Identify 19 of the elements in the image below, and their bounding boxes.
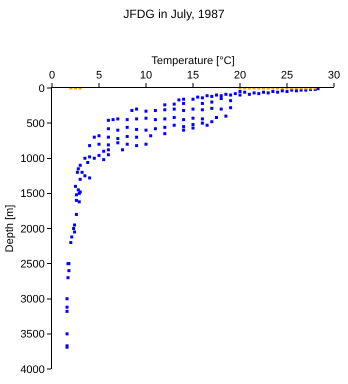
x-axis-title: Temperature [°C]: [151, 55, 235, 68]
x-tick-label: 0: [48, 70, 56, 82]
y-tick-label: 1500: [20, 188, 45, 200]
x-tick-label: 15: [186, 70, 200, 82]
y-tick-label: 1000: [20, 153, 45, 166]
y-tick-label: 0: [38, 82, 45, 95]
chart-title: JFDG in July, 1987: [123, 7, 225, 21]
x-tick-label: 30: [328, 70, 340, 82]
y-tick-label: 2500: [20, 258, 45, 270]
x-tick-label: 25: [280, 70, 294, 82]
y-axis-title: Depth [m]: [4, 204, 16, 252]
y-tick-label: 3500: [20, 328, 45, 341]
x-tick-label: 5: [96, 70, 102, 82]
y-tick-label: 500: [26, 118, 45, 130]
y-tick-label: 3000: [20, 294, 45, 306]
x-tick-label: 10: [140, 70, 152, 82]
y-tick-label: 2000: [20, 223, 45, 236]
x-tick-label: 20: [234, 70, 246, 82]
y-tick-label: 4000: [20, 364, 45, 376]
